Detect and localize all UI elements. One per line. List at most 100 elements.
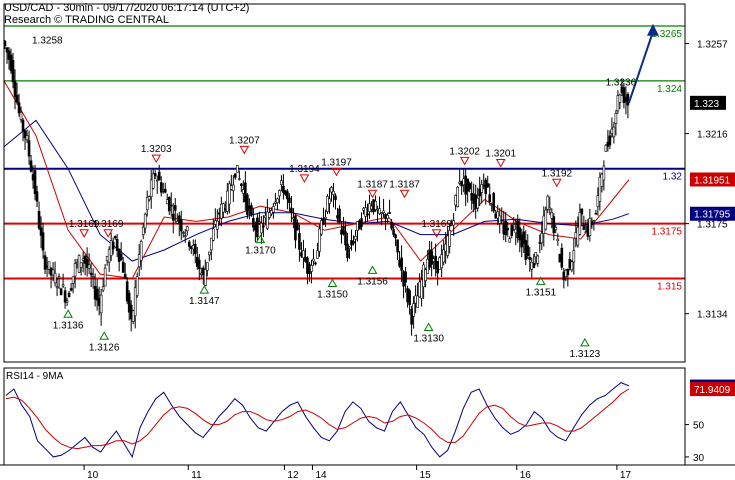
candle-body (540, 233, 544, 244)
x-tick-label: 16 (520, 470, 532, 480)
candle (442, 240, 445, 266)
candle-body (163, 188, 167, 193)
candle-body (592, 220, 596, 222)
candle-body (520, 234, 524, 248)
candle-body (570, 261, 574, 271)
candle (524, 230, 528, 266)
candle (316, 242, 319, 259)
candle (608, 130, 612, 150)
y-tick-label: 1.3216 (697, 130, 728, 141)
candle (388, 199, 391, 215)
candle (199, 267, 203, 278)
candle-body (39, 227, 43, 236)
candle-body (404, 271, 407, 283)
candle-body (526, 245, 530, 257)
candle-body (248, 205, 251, 210)
candle-body (382, 210, 385, 214)
candle-body (240, 183, 243, 186)
candle-body (161, 190, 165, 192)
candle (195, 246, 199, 270)
candle (344, 221, 347, 251)
candle-body (97, 297, 101, 307)
candle-body (600, 173, 604, 187)
candle-body (203, 269, 207, 286)
candle (151, 168, 155, 190)
candle (197, 253, 201, 281)
candle (422, 261, 425, 299)
candle (456, 185, 459, 208)
top-left-price-label: 1.3258 (32, 35, 63, 46)
candle (340, 221, 343, 244)
candle-body (356, 221, 359, 231)
candle (111, 237, 115, 255)
candle (498, 208, 502, 234)
candle-body (338, 208, 341, 223)
candle (27, 130, 31, 165)
candle (604, 144, 608, 152)
candle-body (546, 195, 550, 210)
candle-body (197, 259, 201, 270)
candle-body (598, 176, 602, 202)
candle (516, 214, 520, 243)
low-marker (99, 331, 110, 340)
candle (596, 187, 600, 216)
candle (17, 93, 21, 117)
candle-body (336, 215, 339, 219)
candle-body (562, 271, 566, 281)
candle-body (614, 113, 618, 124)
candle-body (596, 195, 600, 208)
chart-source: Research © TRADING CENTRAL (4, 14, 169, 26)
candle (268, 207, 271, 220)
candle-body (147, 196, 151, 201)
candle-body (518, 227, 522, 241)
level-label: 1.3175 (651, 227, 682, 238)
candle-body (153, 173, 157, 177)
candle-body (157, 171, 161, 181)
candle-body (360, 218, 363, 227)
low-marker-label: 1.3123 (570, 349, 601, 360)
candle (135, 272, 139, 298)
candle (240, 182, 243, 193)
candle (392, 222, 395, 238)
candle-body (155, 179, 159, 182)
candle (5, 46, 9, 64)
candle-body (181, 232, 185, 234)
candle-body (312, 258, 315, 262)
candle (121, 256, 125, 273)
candle (598, 172, 602, 211)
candle (191, 239, 195, 256)
y-tick-label: 1.3134 (697, 310, 728, 321)
candle (590, 217, 594, 229)
candle-body (173, 205, 177, 211)
candle-body (224, 207, 227, 211)
candle-body (388, 212, 391, 215)
candle-body (372, 199, 375, 213)
candle (424, 267, 427, 288)
candle (51, 262, 55, 282)
candle-body (316, 250, 319, 259)
candle-body (185, 226, 189, 232)
candle-body (340, 229, 343, 235)
candle-body (376, 208, 379, 211)
candle-body (37, 211, 41, 229)
candle-body (79, 262, 83, 268)
candle (234, 173, 237, 180)
candle-body (392, 229, 395, 235)
candle-body (99, 294, 103, 314)
candle-body (436, 261, 439, 274)
high-marker-label: 1.3169 (93, 219, 124, 230)
candle (572, 238, 576, 275)
candle-body (384, 214, 387, 219)
candle (81, 251, 85, 273)
candle-body (69, 288, 73, 291)
candle (502, 210, 506, 241)
candle (526, 234, 530, 260)
candle (179, 210, 183, 241)
candle-body (57, 276, 61, 279)
candle (55, 277, 59, 297)
candle-body (364, 207, 367, 217)
candle (127, 290, 131, 321)
level-label: 1.315 (657, 282, 682, 293)
candle (626, 92, 630, 119)
candle (244, 171, 247, 211)
